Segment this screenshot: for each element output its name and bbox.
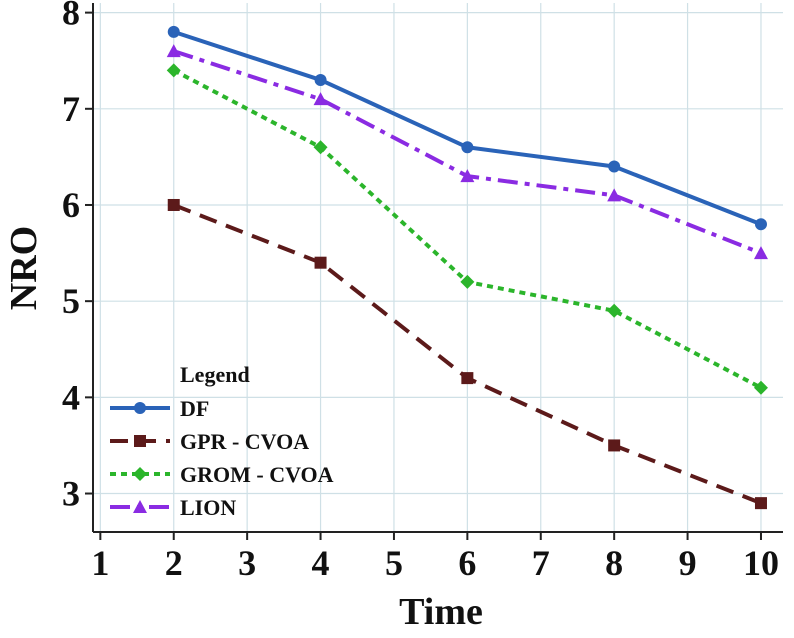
y-tick-label: 7: [62, 89, 80, 129]
y-tick-label: 8: [62, 0, 80, 33]
x-axis-title: Time: [399, 591, 483, 633]
legend-item: GPR - CVOA: [110, 429, 309, 454]
y-axis-title: NRO: [3, 226, 45, 310]
data-point: [167, 25, 180, 38]
legend-swatch-marker: [134, 402, 146, 414]
legend-label: GPR - CVOA: [180, 429, 309, 454]
data-point: [608, 439, 621, 452]
series-grom-cvoa: [166, 63, 768, 395]
data-point: [608, 160, 621, 173]
series-gpr-cvoa: [167, 198, 767, 510]
data-point: [753, 246, 768, 260]
data-point: [313, 140, 328, 155]
legend-item: GROM - CVOA: [110, 462, 334, 487]
legend-swatch-marker: [133, 467, 147, 481]
x-tick-label: 3: [238, 543, 256, 583]
data-point: [460, 169, 475, 183]
data-point: [313, 92, 328, 106]
data-point: [314, 256, 327, 269]
data-point: [166, 44, 181, 58]
legend-label: GROM - CVOA: [180, 462, 334, 487]
legend-title: Legend: [180, 362, 250, 387]
legend-item: LION: [110, 495, 236, 520]
data-point: [461, 372, 474, 385]
data-point: [753, 380, 768, 395]
series-df: [167, 25, 767, 231]
x-tick-label: 10: [743, 543, 779, 583]
y-tick-label: 6: [62, 185, 80, 225]
x-tick-label: 8: [605, 543, 623, 583]
tick-labels: 1 2 3 4 5 6 7 8 9 10 3 4 5 6 7 8: [62, 0, 779, 583]
data-point: [461, 141, 474, 154]
x-tick-label: 2: [165, 543, 183, 583]
data-point: [314, 73, 327, 86]
series-layer: [166, 25, 768, 510]
x-tick-label: 7: [532, 543, 550, 583]
axes: [85, 3, 783, 540]
data-point: [754, 218, 767, 231]
legend-label: LION: [180, 495, 236, 520]
series-lion: [166, 44, 768, 260]
x-tick-label: 6: [458, 543, 476, 583]
data-point: [167, 198, 180, 211]
y-tick-label: 5: [62, 281, 80, 321]
data-point: [607, 188, 622, 202]
legend-item: DF: [110, 396, 209, 421]
x-tick-label: 5: [385, 543, 403, 583]
data-point: [607, 303, 622, 318]
legend-swatch-marker: [134, 435, 146, 447]
data-point: [460, 274, 475, 289]
legend: Legend DF GPR - CVOA GROM - CVOA LION: [110, 362, 334, 520]
x-tick-label: 9: [679, 543, 697, 583]
y-tick-label: 4: [62, 377, 80, 417]
legend-label: DF: [180, 396, 209, 421]
plot-background: [93, 3, 783, 532]
data-point: [166, 63, 181, 78]
y-tick-label: 3: [62, 474, 80, 514]
x-tick-label: 4: [312, 543, 330, 583]
legend-swatch-marker: [133, 500, 147, 513]
data-point: [754, 497, 767, 510]
x-tick-label: 1: [91, 543, 109, 583]
grid: [93, 3, 783, 532]
